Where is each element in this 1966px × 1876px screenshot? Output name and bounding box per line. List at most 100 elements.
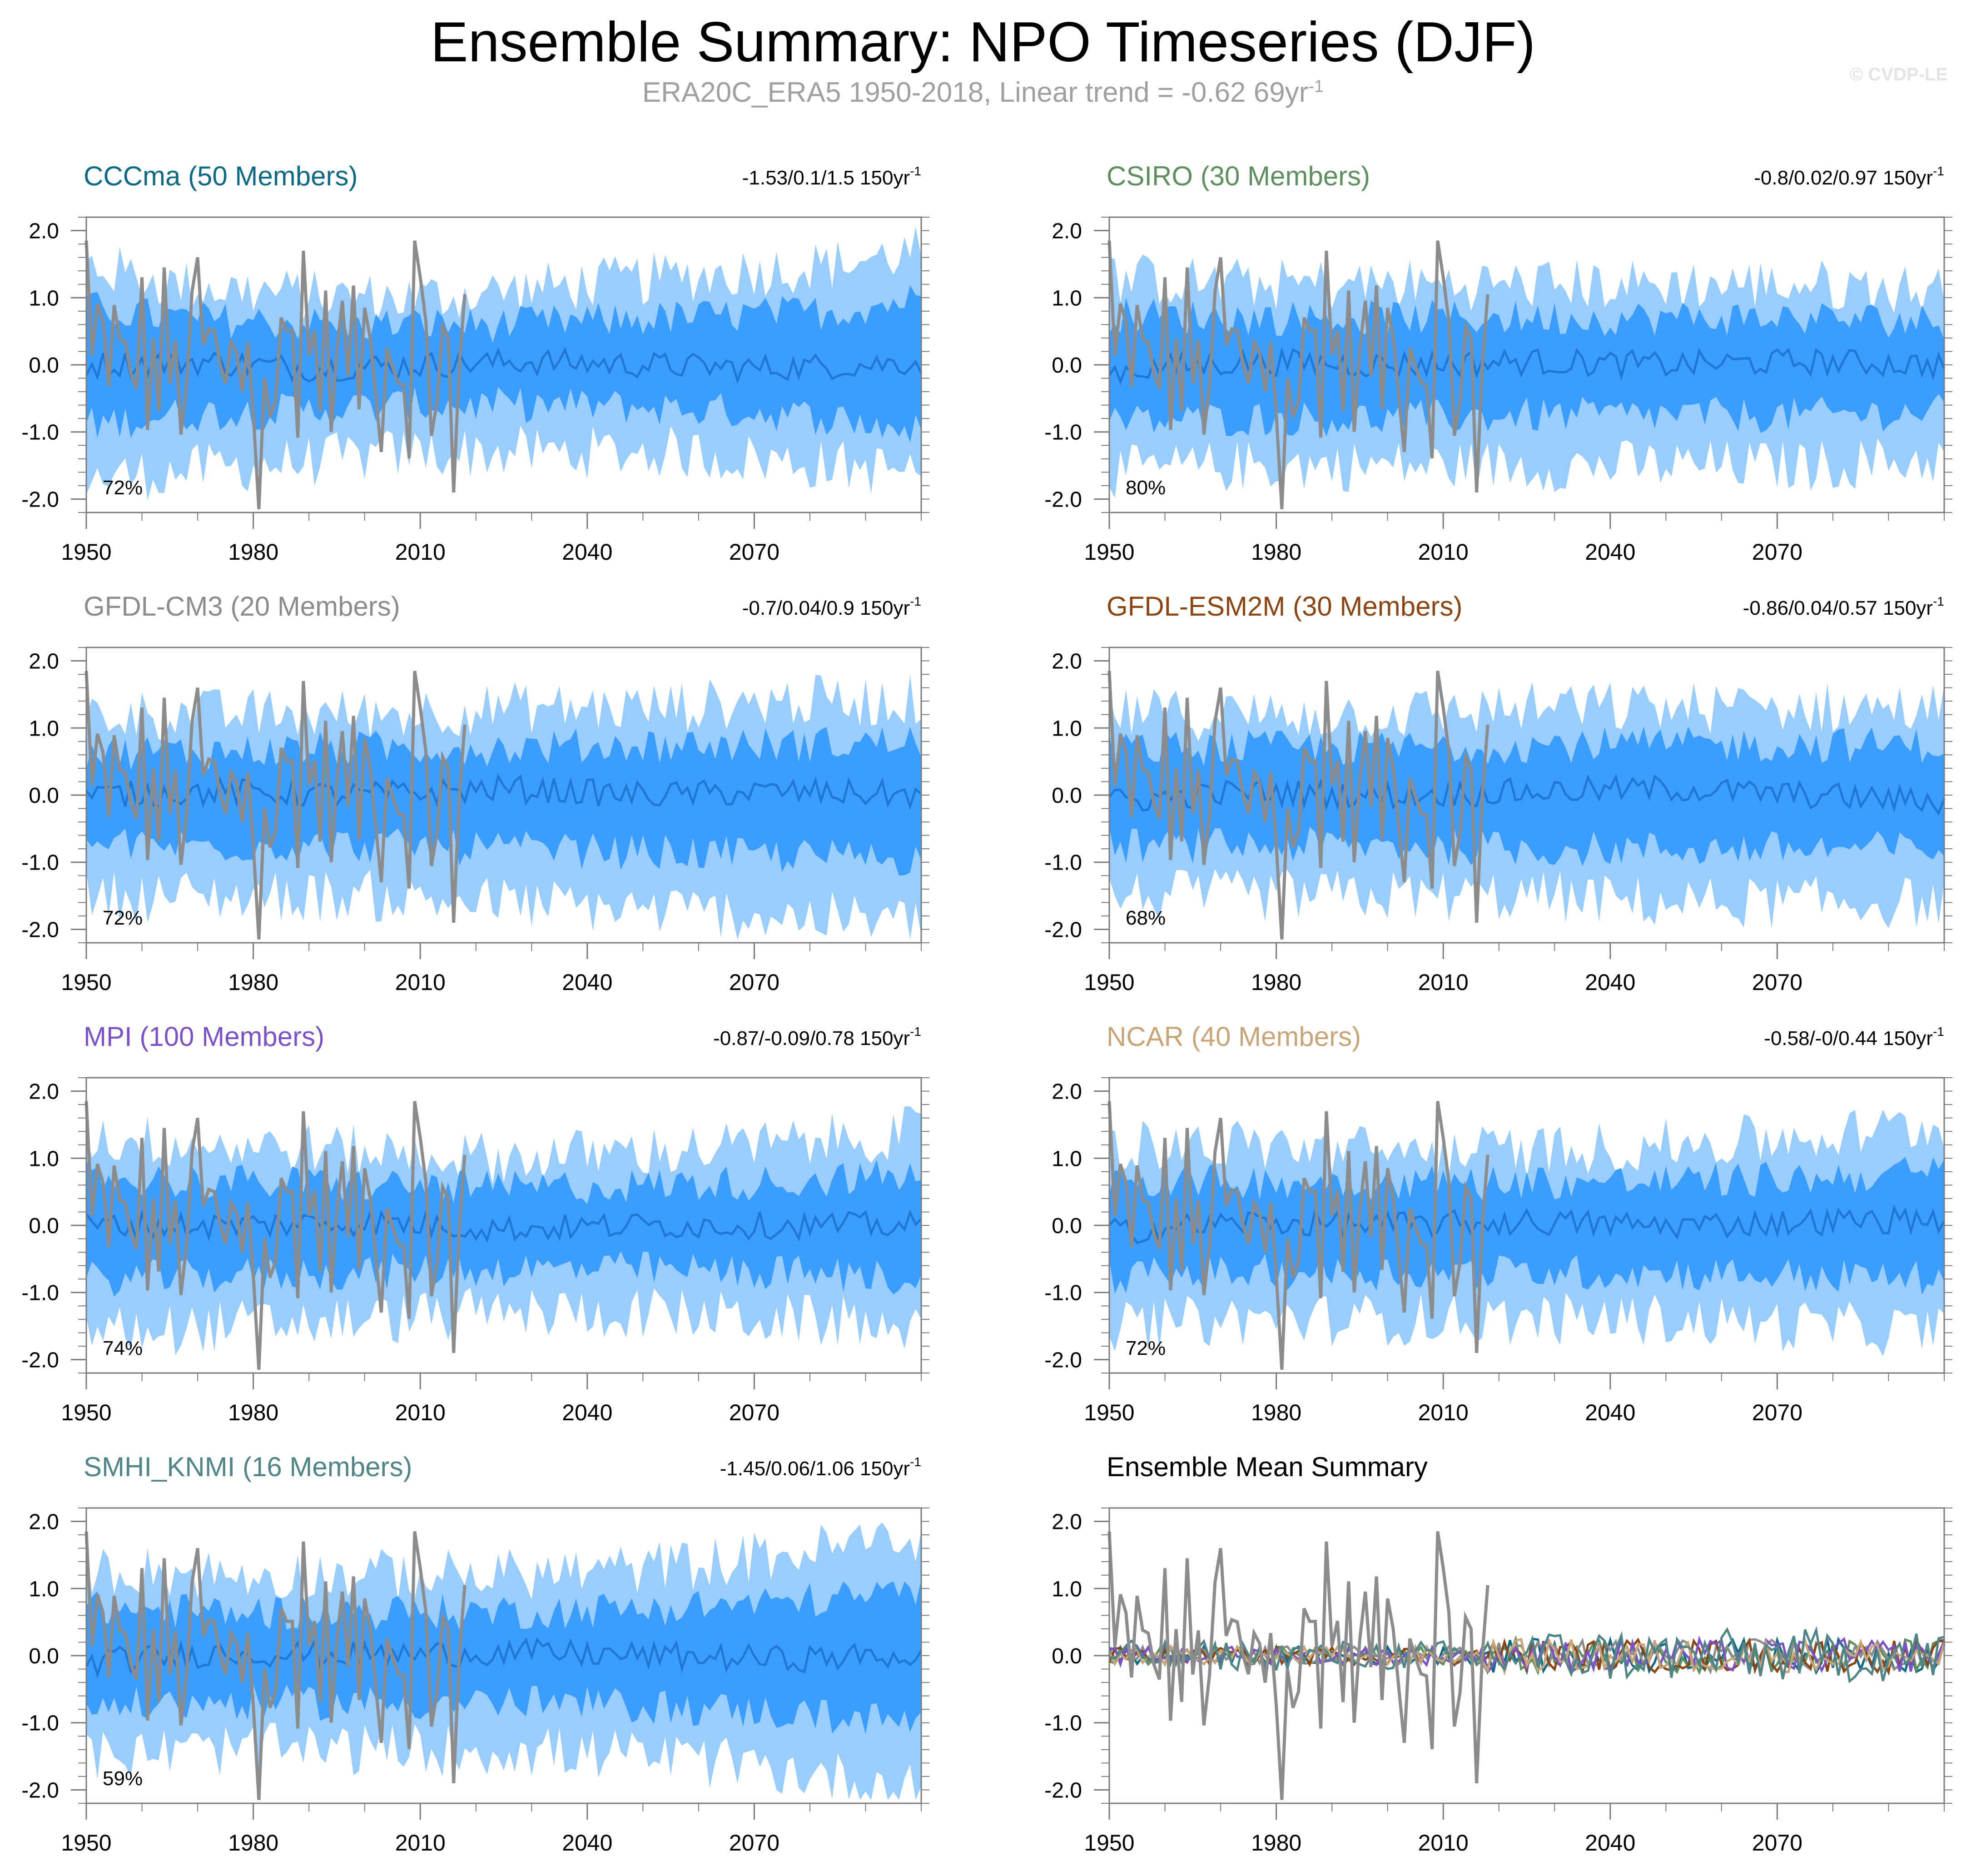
x-tick-label: 2010 <box>395 539 446 565</box>
trend-exponent: -1 <box>1933 594 1944 608</box>
y-tick-label: -1.0 <box>21 1712 59 1736</box>
y-tick-label: -1.0 <box>1044 1281 1082 1305</box>
x-tick-label: 2070 <box>729 539 779 565</box>
x-tick-label: 2010 <box>395 970 446 995</box>
panel-smhi-knmi: SMHI_KNMI (16 Members) -1.45/0.06/1.06 15… <box>21 1452 929 1856</box>
panel-csiro: CSIRO (30 Members) -0.8/0.02/0.97 150yr-1… <box>1044 161 1952 565</box>
y-tick-label: -1.0 <box>21 421 59 445</box>
panel-title: Ensemble Mean Summary <box>1107 1452 1428 1482</box>
trend-exponent: -1 <box>910 1455 921 1469</box>
observed-line <box>84 671 467 940</box>
panel-title: NCAR (40 Members) <box>1107 1021 1361 1052</box>
y-tick-label: 2.0 <box>29 1080 59 1104</box>
ensemble-mean-line <box>85 773 922 810</box>
x-tick-label: 1980 <box>228 539 278 565</box>
percent-label: 74% <box>103 1337 143 1359</box>
x-tick-label: 2010 <box>1418 970 1469 995</box>
x-tick-label: 2070 <box>1752 1830 1802 1856</box>
y-tick-label: 2.0 <box>1052 650 1082 674</box>
panel-title: CCCma (50 Members) <box>84 161 357 191</box>
y-tick-label: -2.0 <box>1044 488 1082 512</box>
panel-ensemble-mean-summary: Ensemble Mean Summary 2.0 1.0 0.0 -1.0 -2.0 19… <box>1044 1452 1952 1856</box>
panel-title: GFDL-CM3 (20 Members) <box>84 591 400 622</box>
x-tick-label: 2040 <box>562 1400 612 1425</box>
x-tick-label: 2010 <box>1418 1830 1469 1856</box>
panel-title: SMHI_KNMI (16 Members) <box>84 1452 412 1482</box>
y-tick-label: 2.0 <box>29 219 59 244</box>
panel-title: GFDL-ESM2M (30 Members) <box>1107 591 1462 622</box>
panel-mpi: MPI (100 Members) -0.87/-0.09/0.78 150yr-… <box>21 1021 929 1425</box>
y-tick-label: 1.0 <box>29 1147 59 1171</box>
observed-line <box>1107 671 1489 940</box>
x-tick-label: 2070 <box>729 1830 779 1856</box>
trend-label: -1.53/0.1/1.5 150yr-1 <box>742 164 921 189</box>
observed-line <box>1107 1101 1489 1370</box>
figure-title: Ensemble Summary: NPO Timeseries (DJF) <box>430 11 1536 74</box>
x-tick-label: 1980 <box>1251 970 1301 995</box>
percent-label: 72% <box>103 477 143 499</box>
x-tick-label: 2070 <box>729 970 779 995</box>
percent-label: 72% <box>1126 1337 1166 1359</box>
ensemble-mean-line <box>85 1209 922 1243</box>
observed-line <box>84 1531 467 1800</box>
y-tick-label: -1.0 <box>21 851 59 875</box>
trend-exponent: -1 <box>910 1025 921 1039</box>
trend-label: -0.7/0.04/0.9 150yr-1 <box>742 594 921 619</box>
y-tick-label: 0.0 <box>29 1644 59 1668</box>
x-tick-label: 2070 <box>1752 1400 1802 1425</box>
ensemble-mean-line <box>1108 1204 1946 1245</box>
y-tick-label: 0.0 <box>1052 353 1082 378</box>
y-tick-label: 1.0 <box>1052 1577 1082 1601</box>
y-tick-label: 0.0 <box>1052 1644 1082 1668</box>
x-tick-label: 2070 <box>1752 970 1802 995</box>
x-tick-label: 1950 <box>1084 970 1134 995</box>
y-tick-label: -2.0 <box>21 1778 59 1802</box>
y-tick-label: -1.0 <box>1044 1712 1082 1736</box>
trend-label: -0.58/-0/0.44 150yr-1 <box>1764 1025 1944 1050</box>
y-tick-label: 1.0 <box>1052 1147 1082 1171</box>
x-tick-label: 2040 <box>562 1830 612 1856</box>
panel-title: MPI (100 Members) <box>84 1021 324 1052</box>
subtitle-text: ERA20C_ERA5 1950-2018, Linear trend = -0… <box>642 77 1309 108</box>
observed-line <box>84 240 467 509</box>
y-tick-label: -2.0 <box>1044 918 1082 942</box>
x-tick-label: 1980 <box>228 1830 278 1856</box>
panel-title: CSIRO (30 Members) <box>1107 161 1370 191</box>
x-tick-label: 2040 <box>1585 970 1635 995</box>
y-tick-label: 1.0 <box>29 286 59 310</box>
x-tick-label: 2010 <box>395 1830 446 1856</box>
x-tick-label: 1950 <box>61 1400 111 1425</box>
y-tick-label: -1.0 <box>1044 851 1082 875</box>
x-tick-label: 2010 <box>1418 539 1469 565</box>
x-tick-label: 2040 <box>1585 539 1635 565</box>
x-tick-label: 2010 <box>395 1400 446 1425</box>
y-tick-label: 0.0 <box>1052 784 1082 808</box>
x-tick-label: 1950 <box>61 1830 111 1856</box>
trend-exponent: -1 <box>910 164 921 178</box>
interquartile-band <box>86 1579 921 1735</box>
panel-gfdl-cm3: GFDL-CM3 (20 Members) -0.7/0.04/0.9 150yr… <box>21 591 929 995</box>
figure-subtitle: ERA20C_ERA5 1950-2018, Linear trend = -0… <box>0 76 1966 109</box>
x-tick-label: 2010 <box>1418 1400 1469 1425</box>
y-tick-label: 2.0 <box>29 650 59 674</box>
percent-label: 80% <box>1126 477 1166 499</box>
y-tick-label: 2.0 <box>29 1510 59 1534</box>
y-tick-label: -2.0 <box>1044 1778 1082 1802</box>
observed-line <box>1107 240 1489 509</box>
x-tick-label: 2040 <box>1585 1830 1635 1856</box>
y-tick-label: 0.0 <box>29 1214 59 1238</box>
trend-exponent: -1 <box>910 594 921 608</box>
y-tick-label: 1.0 <box>29 1577 59 1601</box>
percent-label: 72% <box>103 907 143 929</box>
x-tick-label: 1980 <box>1251 539 1301 565</box>
ensemble-mean-line <box>85 1637 923 1679</box>
x-tick-label: 2070 <box>729 1400 779 1425</box>
trend-label: -0.8/0.02/0.97 150yr-1 <box>1754 164 1944 189</box>
trend-exponent: -1 <box>1933 1025 1944 1039</box>
x-tick-label: 2040 <box>562 970 612 995</box>
y-tick-label: 0.0 <box>29 784 59 808</box>
x-tick-label: 1980 <box>228 1400 278 1425</box>
model-mean-line <box>1109 1626 1945 1683</box>
